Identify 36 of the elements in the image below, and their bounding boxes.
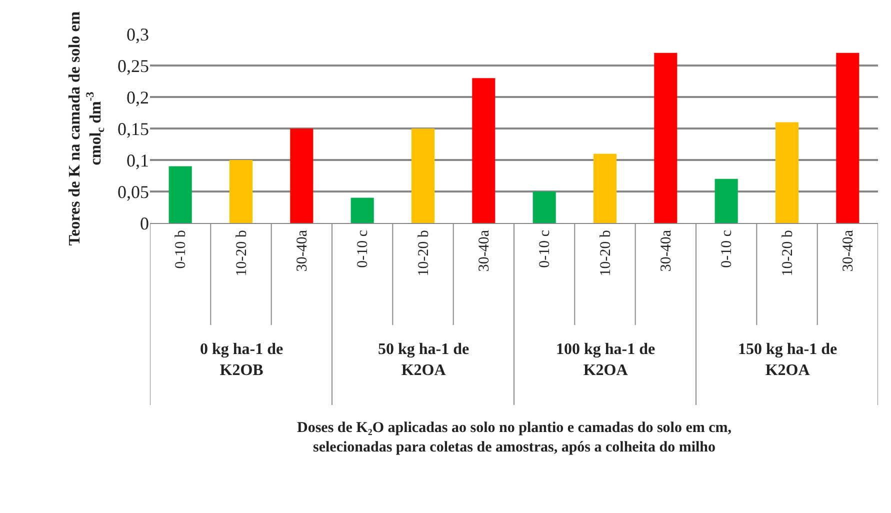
y-tick-label: 0,3: [126, 24, 149, 44]
x-tick-label: 10-20 b: [234, 230, 250, 276]
bar: [714, 178, 738, 223]
y-tick-label: 0,2: [126, 87, 149, 108]
y-tick-label: 0,1: [126, 150, 149, 170]
bar: [350, 198, 374, 223]
x-tick-label: 0-10 b: [173, 230, 190, 269]
bar: [229, 160, 253, 223]
x-tick-label: 30-40a: [658, 230, 675, 272]
y-tick-label: 0: [140, 213, 149, 234]
x-tick-label: 10-20 b: [598, 230, 614, 276]
y-tick-label: 0,25: [118, 56, 149, 76]
text: 0 kg ha-1 de K2OB: [200, 341, 284, 379]
bar: [168, 166, 192, 223]
bar: [836, 52, 860, 223]
bar: [593, 154, 617, 223]
x-tick-label: 30-40a: [294, 230, 311, 272]
bar: [411, 128, 435, 223]
bar: [290, 128, 314, 223]
text: 100 kg ha-1 de K2OA: [556, 341, 656, 379]
bar: [654, 52, 678, 223]
y-tick-label: 0,05: [118, 182, 149, 202]
text: Doses de K₂O aplicadas ao solo no plantio e camadas do solo em cm, selecionadas para coletas de amostras, após a colheita do milho: [297, 420, 732, 456]
x-tick-label: 0-10 c: [537, 230, 554, 268]
text: 150 kg ha-1 de K2OA: [738, 341, 838, 379]
x-tick-label: 0-10 c: [355, 230, 372, 268]
bar: [532, 192, 556, 223]
y-tick-label: 0,15: [118, 118, 149, 139]
x-tick-label: 30-40a: [840, 230, 857, 272]
x-tick-label: 0-10 c: [719, 230, 736, 268]
x-tick-label: 10-20 b: [780, 230, 796, 276]
text: 50 kg ha-1 de K2OA: [378, 341, 470, 379]
bar: [472, 78, 496, 223]
x-tick-label: 10-20 b: [416, 230, 432, 276]
x-tick-label: 30-40a: [476, 230, 493, 272]
bar: [775, 122, 799, 223]
